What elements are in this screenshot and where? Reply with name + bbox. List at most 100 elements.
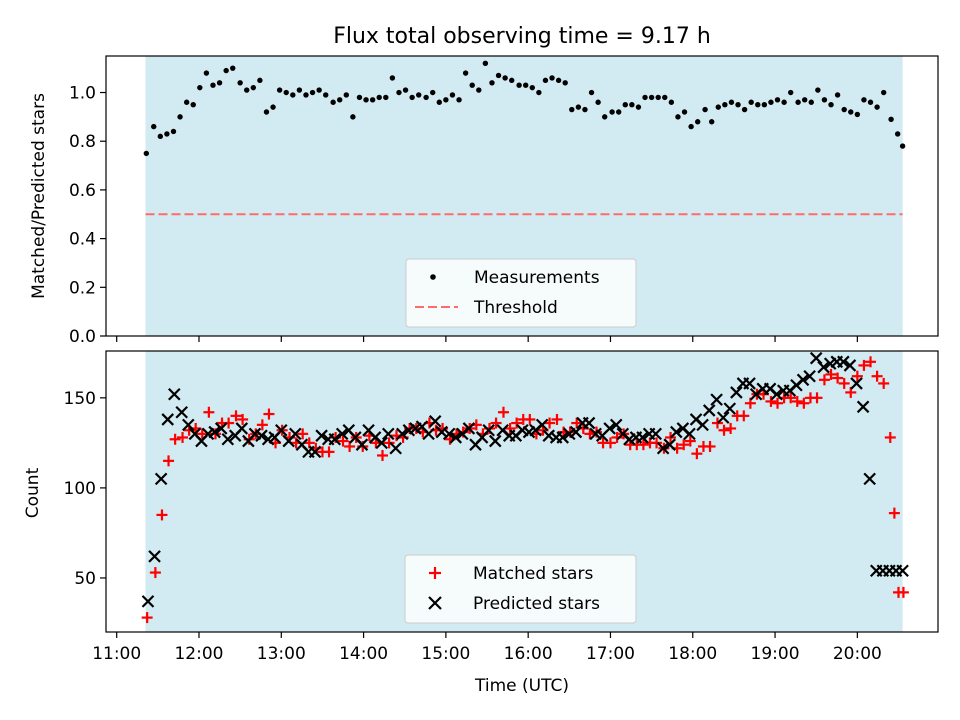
measurement-point: [781, 99, 787, 105]
predicted-star-point: [683, 427, 696, 441]
bottom-legend: Matched stars Predicted stars: [404, 554, 637, 624]
predicted-star-point: [770, 387, 783, 401]
top-ytick-label: 0.2: [69, 278, 96, 298]
measurement-point: [270, 104, 276, 110]
measurement-point: [369, 97, 376, 103]
predicted-star-point: [809, 351, 823, 365]
legend-measurement-dot: [430, 274, 436, 280]
predicted-star-point: [702, 404, 716, 417]
predicted-star-point: [696, 418, 709, 432]
measurement-point: [867, 99, 874, 105]
matched-star-point: [678, 439, 690, 451]
predicted-star-point: [609, 418, 623, 432]
predicted-star-point: [235, 422, 249, 435]
measurement-point: [456, 97, 462, 103]
measurement-point: [523, 82, 529, 88]
measurement-point: [170, 128, 177, 135]
predicted-star-point: [556, 431, 570, 444]
legend-matched-label: Matched stars: [473, 564, 593, 584]
bottom-xtick-label: 20:00: [833, 644, 882, 664]
figure-title: Flux total observing time = 9.17 h: [333, 24, 711, 49]
measurement-point: [283, 89, 289, 96]
matched-star-point: [156, 509, 168, 521]
bottom-xtick-label: 14:00: [339, 644, 388, 664]
measurement-point: [396, 89, 402, 96]
top-ytick-label: 0.8: [69, 132, 96, 152]
predicted-star-point: [670, 425, 683, 439]
top-ytick-label: 0.6: [69, 181, 96, 201]
matched-star-point: [772, 397, 784, 409]
measurement-point: [151, 123, 157, 130]
measurement-point: [635, 104, 642, 110]
predicted-star-point: [817, 360, 830, 374]
measurement-point: [681, 109, 688, 115]
predicted-star-point: [154, 472, 168, 486]
measurement-point: [821, 97, 828, 103]
matched-star-point: [263, 408, 275, 420]
predicted-star-point: [148, 550, 161, 563]
predicted-star-point: [389, 441, 402, 455]
measurement-point: [801, 97, 808, 103]
matched-star-point: [832, 372, 844, 384]
measurement-point: [389, 75, 396, 81]
matched-star-point: [141, 612, 153, 624]
bottom-xtick-label: 16:00: [504, 644, 553, 664]
measurement-point: [164, 131, 170, 137]
measurement-point: [536, 89, 542, 96]
matched-star-point: [791, 395, 803, 407]
top-x-ticks: [116, 336, 858, 342]
matched-star-point: [584, 428, 596, 440]
measurement-point: [888, 116, 894, 123]
matched-star-point: [551, 413, 563, 425]
predicted-star-point: [542, 429, 556, 442]
measurement-point: [309, 89, 316, 96]
measurement-point: [303, 92, 309, 98]
measurement-point: [854, 111, 861, 118]
measurement-point: [741, 106, 748, 113]
matched-star-point: [871, 370, 883, 382]
predicted-star-point: [221, 432, 235, 446]
measurement-point: [722, 101, 728, 108]
measurement-point: [755, 101, 761, 108]
predicted-star-point: [161, 413, 174, 426]
predicted-star-point: [856, 400, 870, 414]
predicted-star-point: [255, 429, 268, 442]
matched-star-point: [377, 449, 389, 461]
legend-measurements-label: Measurements: [474, 268, 600, 288]
measurement-point: [337, 97, 343, 103]
bottom-ytick-label: 150: [64, 389, 96, 409]
measurement-point: [476, 87, 482, 93]
predicted-star-point: [603, 422, 616, 435]
measurement-point: [728, 99, 735, 105]
bottom-xlabel: Time (UTC): [474, 676, 569, 696]
matched-star-point: [223, 417, 235, 429]
measurement-point: [250, 84, 257, 91]
measurement-point: [569, 106, 575, 113]
measurement-point: [469, 82, 475, 88]
matched-star-point: [744, 397, 756, 409]
matched-star-point: [811, 392, 823, 404]
predicted-star-point: [482, 423, 495, 437]
predicted-star-point: [649, 427, 663, 441]
matched-star-point: [497, 406, 509, 418]
predicted-star-point: [488, 434, 502, 448]
predicted-star-point: [175, 405, 188, 419]
predicted-star-point: [582, 416, 596, 430]
predicted-star-point: [837, 355, 850, 369]
measurement-point: [489, 80, 495, 86]
matched-star-point: [323, 446, 335, 458]
bottom-x-axis: 11:00 12:00 13:00 14:00 15:00 16:00 17:00 18:00…: [92, 632, 882, 664]
matched-star-point: [303, 437, 315, 449]
bottom-xtick-label: 17:00: [586, 644, 635, 664]
bottom-xtick-label: 19:00: [751, 644, 800, 664]
matched-star-point: [684, 435, 696, 447]
bottom-ylabel: Count: [23, 467, 43, 518]
matched-star-point: [149, 567, 161, 579]
matched-star-point: [637, 439, 649, 451]
measurement-point: [761, 101, 768, 108]
matched-star-point: [490, 417, 502, 429]
bottom-ytick-label: 100: [64, 479, 96, 499]
measurement-point: [675, 114, 681, 120]
bottom-ytick-label: 50: [74, 569, 96, 589]
measurement-point: [263, 109, 270, 115]
